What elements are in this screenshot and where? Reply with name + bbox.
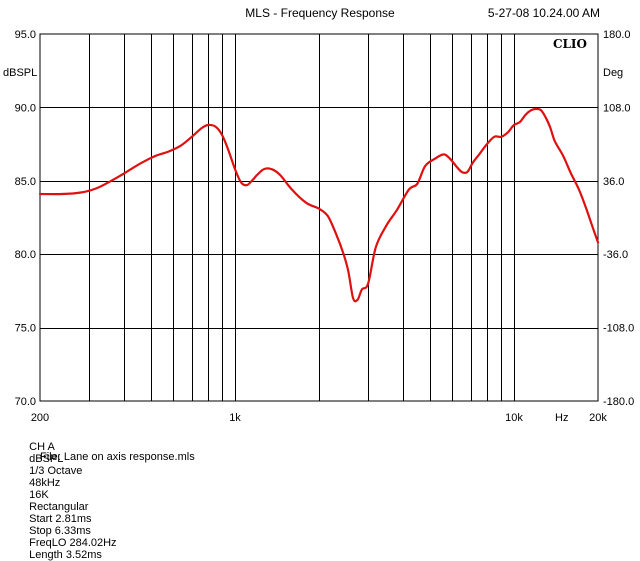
y-tick-label-right: -108.0 (603, 323, 634, 335)
x-tick-label: 10k (505, 412, 523, 424)
chart-title: MLS - Frequency Response (245, 6, 395, 20)
brand-label: CLIO (553, 37, 587, 51)
y-tick-label-left: 70.0 (15, 396, 36, 408)
channel-text: CH A (29, 441, 55, 453)
window-text: Rectangular (29, 501, 89, 513)
series-group (38, 107, 600, 303)
grid (40, 34, 598, 401)
size-text: 16K (29, 489, 49, 501)
measurement-info: CH A dBSPL 1/3 Octave 48kHz 16K Rectangu… (23, 429, 125, 561)
x-axis-unit-label: Hz (555, 412, 568, 424)
y-tick-label-left: 80.0 (15, 249, 36, 261)
file-info: File: Lane on axis response.mls (40, 451, 195, 463)
unit-text: dBSPL (29, 453, 64, 465)
frequency-response-chart: 95.0 90.0 85.0 80.0 75.0 70.0 180.0 108.0 36.0 -3… (3, 29, 635, 424)
y-tick-label-right: 36.0 (603, 176, 624, 188)
timestamp: 5-27-08 10.24.00 AM (487, 6, 600, 20)
y-tick-label-left: 90.0 (15, 102, 36, 114)
axis-labels: 95.0 90.0 85.0 80.0 75.0 70.0 180.0 108.0 36.0 -3… (15, 29, 635, 424)
response-curve (38, 107, 600, 303)
y-axis-left-label: dBSPL (3, 67, 37, 79)
y-tick-label-right: -36.0 (603, 249, 628, 261)
plot-frame (39, 33, 599, 402)
length-text: Length 3.52ms (29, 549, 102, 561)
freqlo-text: FreqLO 284.02Hz (29, 537, 117, 549)
smoothing-text: 1/3 Octave (29, 465, 83, 477)
y-axis-right-label: Deg (603, 67, 623, 79)
y-tick-label-left: 85.0 (15, 176, 36, 188)
sample-rate-text: 48kHz (29, 477, 61, 489)
y-tick-label-left: 75.0 (15, 323, 36, 335)
y-tick-label-right: 180.0 (603, 29, 631, 41)
y-tick-label-right: 108.0 (603, 102, 631, 114)
start-text: Start 2.81ms (29, 513, 92, 525)
x-tick-label: 20k (589, 412, 607, 424)
x-tick-label: 1k (229, 412, 241, 424)
y-tick-label-right: -180.0 (603, 396, 634, 408)
y-tick-label-left: 95.0 (15, 29, 36, 41)
stop-text: Stop 6.33ms (29, 525, 91, 537)
x-tick-label: 200 (31, 412, 49, 424)
